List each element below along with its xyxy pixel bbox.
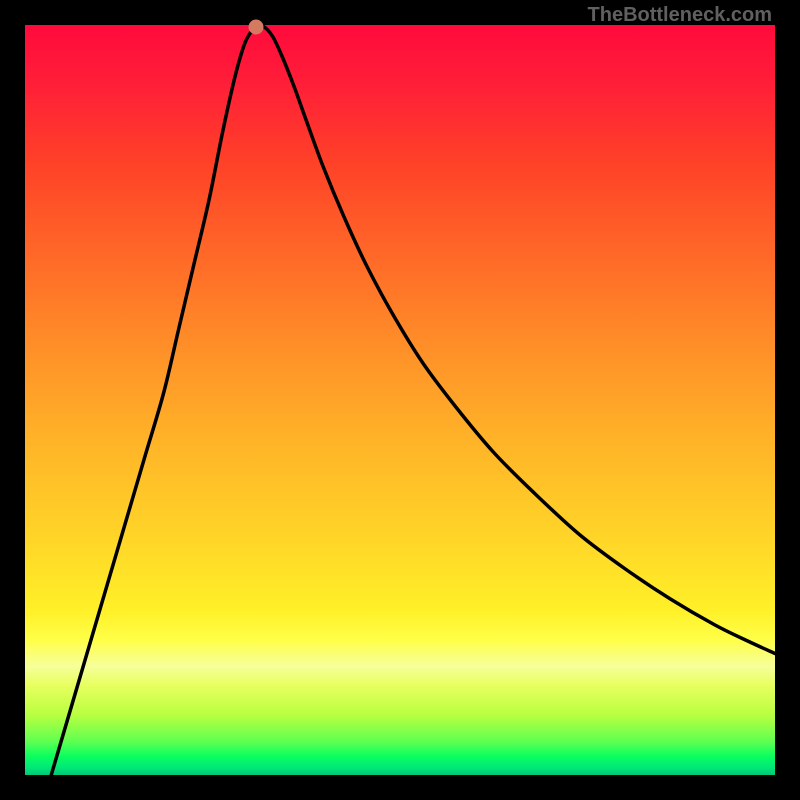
optimal-point-marker	[249, 19, 264, 34]
bottleneck-curve	[51, 25, 775, 775]
curve-layer	[25, 25, 775, 775]
credit-label: TheBottleneck.com	[588, 4, 772, 27]
plot-area	[25, 25, 775, 775]
